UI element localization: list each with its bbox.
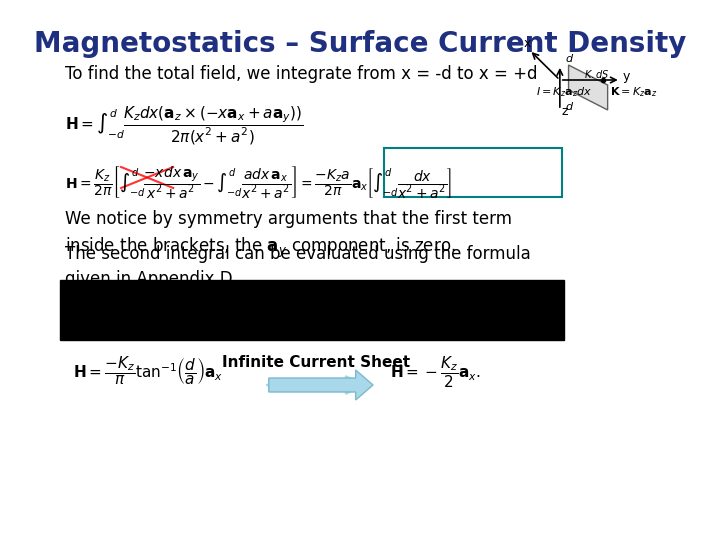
Text: The second integral can be evaluated using the formula
given in Appendix D.: The second integral can be evaluated usi… bbox=[65, 245, 531, 288]
Text: $\mathbf{H} = \int_{-d}^{d} \dfrac{K_z dx\left(\mathbf{a}_z \times (-x\mathbf{a}: $\mathbf{H} = \int_{-d}^{d} \dfrac{K_z d… bbox=[65, 105, 303, 147]
Text: $d$: $d$ bbox=[565, 52, 574, 64]
Text: $\mathbf{H} = -\dfrac{K_z}{2}\mathbf{a}_x.$: $\mathbf{H} = -\dfrac{K_z}{2}\mathbf{a}_… bbox=[390, 355, 481, 390]
Text: $I = K_z\mathbf{a}_z dx$: $I = K_z\mathbf{a}_z dx$ bbox=[536, 85, 593, 99]
Text: Magnetostatics – Surface Current Density: Magnetostatics – Surface Current Density bbox=[34, 30, 686, 58]
Text: $\mathbf{K} = K_z\mathbf{a}_z$: $\mathbf{K} = K_z\mathbf{a}_z$ bbox=[611, 85, 658, 99]
Polygon shape bbox=[269, 370, 373, 400]
Text: $\mathbf{H} = \dfrac{-K_z}{\pi}\tan^{-1}\!\left(\dfrac{d}{a}\right)\mathbf{a}_x$: $\mathbf{H} = \dfrac{-K_z}{\pi}\tan^{-1}… bbox=[73, 355, 223, 388]
Text: $K.dS$: $K.dS$ bbox=[584, 68, 610, 80]
Bar bbox=[60, 280, 564, 340]
Text: $d$: $d$ bbox=[565, 100, 574, 112]
Text: $\mathbf{H} = \dfrac{K_z}{2\pi}\left[\int_{-d}^{d}\dfrac{-xdx\,\mathbf{a}_y}{x^2: $\mathbf{H} = \dfrac{K_z}{2\pi}\left[\in… bbox=[65, 165, 452, 201]
Text: To find the total field, we integrate from x = -d to x = +d: To find the total field, we integrate fr… bbox=[65, 65, 537, 83]
Text: y: y bbox=[622, 70, 630, 83]
Text: x: x bbox=[523, 37, 531, 50]
Text: We notice by symmetry arguments that the first term
inside the brackets, the $\m: We notice by symmetry arguments that the… bbox=[65, 210, 512, 260]
FancyArrowPatch shape bbox=[267, 377, 363, 393]
Text: z: z bbox=[562, 105, 568, 118]
Text: Infinite Current Sheet: Infinite Current Sheet bbox=[222, 355, 410, 370]
Polygon shape bbox=[569, 65, 608, 110]
